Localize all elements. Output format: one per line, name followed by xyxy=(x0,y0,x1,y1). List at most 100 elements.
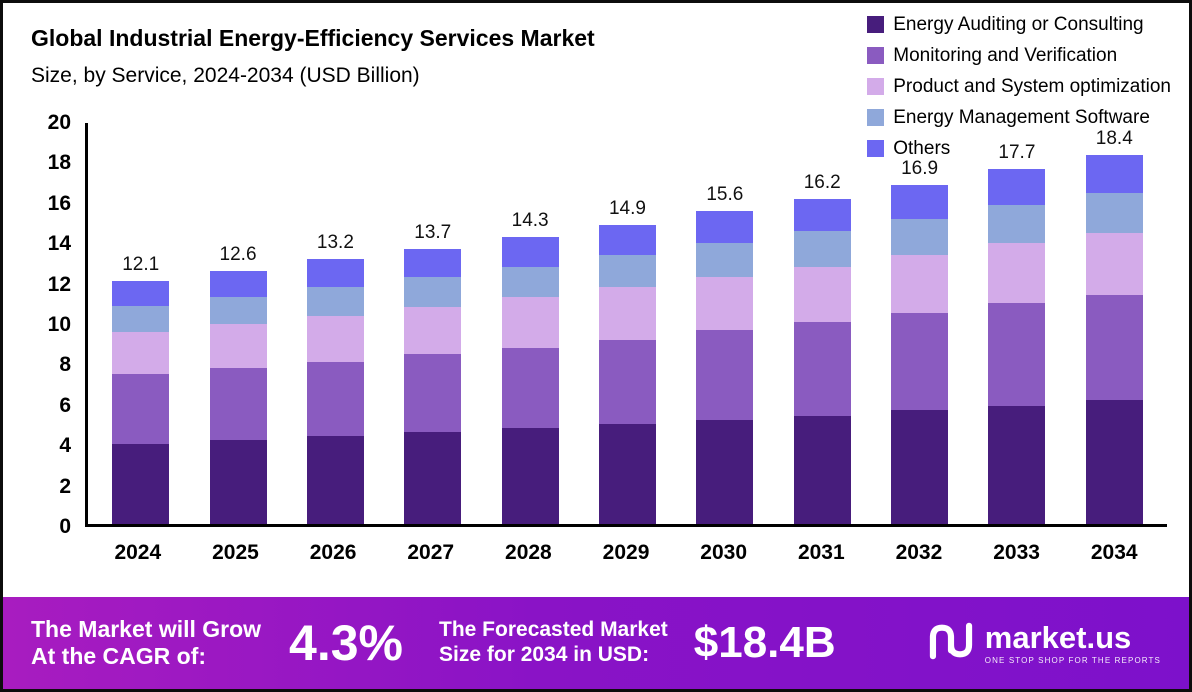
bar-segment xyxy=(1085,399,1143,524)
y-tick-label: 2 xyxy=(59,474,71,498)
bar-segment xyxy=(793,415,851,524)
brand-name: market.us xyxy=(984,619,1132,655)
stacked-bar xyxy=(988,169,1046,524)
forecast-label: The Forecasted Market Size for 2034 in U… xyxy=(439,618,668,668)
bar-segment xyxy=(988,169,1046,206)
x-tick-label: 2024 xyxy=(114,541,162,564)
x-tick-label: 2033 xyxy=(993,541,1040,564)
brand-tagline: ONE STOP SHOP FOR THE REPORTS xyxy=(984,655,1161,665)
bar-segment xyxy=(696,329,754,420)
bar-segment xyxy=(209,323,267,368)
x-tick-label: 2034 xyxy=(1090,541,1138,564)
stacked-bar xyxy=(1085,155,1143,524)
bar-segment xyxy=(696,277,754,330)
bar-segment xyxy=(306,435,364,524)
bar-segment xyxy=(501,427,559,524)
legend-label: Product and System optimization xyxy=(893,75,1171,97)
bar-segment xyxy=(793,267,851,322)
bar-column: 12.6 xyxy=(189,123,286,524)
bar-column: 14.3 xyxy=(481,123,578,524)
x-tick-label: 2030 xyxy=(700,541,748,564)
y-tick-label: 10 xyxy=(47,313,71,336)
cagr-value: 4.3% xyxy=(289,615,404,671)
marketus-logo-icon xyxy=(928,622,974,665)
bar-segment xyxy=(209,271,267,298)
legend-item: Energy Management Software xyxy=(867,104,1171,131)
legend-swatch xyxy=(867,78,885,95)
stacked-bar xyxy=(112,281,170,524)
bar-column: 16.9 xyxy=(871,123,968,524)
cagr-label-line2: At the CAGR of: xyxy=(31,643,207,669)
legend-item: Product and System optimization xyxy=(867,73,1171,100)
y-tick-label: 18 xyxy=(47,151,71,175)
bar-segment xyxy=(306,287,364,316)
stacked-bar xyxy=(209,271,267,524)
x-tick-label: 2032 xyxy=(895,541,943,564)
bar-total-label: 12.1 xyxy=(122,254,160,276)
bar-segment xyxy=(404,277,462,308)
bar-segment xyxy=(404,249,462,278)
bar-segment xyxy=(696,419,754,524)
legend-swatch xyxy=(867,16,885,33)
chart-title: Global Industrial Energy-Efficiency Serv… xyxy=(31,25,595,51)
bar-segment xyxy=(209,367,267,440)
y-tick-label: 16 xyxy=(47,191,71,215)
bar-segment xyxy=(306,259,364,288)
chart-subtitle: Size, by Service, 2024-2034 (USD Billion… xyxy=(31,64,420,87)
y-tick-label: 12 xyxy=(47,272,71,296)
bar-segment xyxy=(598,255,656,288)
bar-segment xyxy=(306,315,364,362)
brand-text: market.us ONE STOP SHOP FOR THE REPORTS xyxy=(985,622,1161,665)
bar-total-label: 15.6 xyxy=(706,184,744,206)
x-tick-label: 2025 xyxy=(212,541,259,564)
bar-segment xyxy=(793,231,851,268)
legend-item: Monitoring and Verification xyxy=(867,42,1171,69)
legend-label: Energy Auditing or Consulting xyxy=(893,13,1144,35)
bar-segment xyxy=(598,287,656,340)
legend-swatch xyxy=(867,109,885,126)
x-axis-labels: 2024 2025 2026 2027 2028 2029 2030 2031 2032 2033… xyxy=(85,541,1167,565)
bar-segment xyxy=(1085,155,1143,194)
bar-column: 18.4 xyxy=(1066,123,1163,524)
legend-label: Energy Management Software xyxy=(893,106,1150,128)
bar-segment xyxy=(793,321,851,416)
bar-column: 17.7 xyxy=(968,123,1065,524)
legend-swatch xyxy=(867,140,885,157)
y-tick-label: 4 xyxy=(59,434,71,458)
bar-total-label: 12.6 xyxy=(219,244,257,266)
legend-swatch xyxy=(867,47,885,64)
bar-segment xyxy=(793,199,851,232)
legend: Energy Auditing or Consulting Monitoring … xyxy=(867,11,1171,162)
bar-segment xyxy=(891,255,949,314)
bar-total-label: 16.9 xyxy=(901,158,939,180)
x-tick-label: 2031 xyxy=(797,541,845,564)
y-tick-label: 6 xyxy=(59,393,71,417)
bar-column: 14.9 xyxy=(579,123,676,524)
bar-segment xyxy=(1085,295,1143,400)
bar-segment xyxy=(112,443,170,524)
y-axis-labels: 0 2 4 6 8 10 12 14 16 18 20 xyxy=(29,111,85,538)
bar-segment xyxy=(501,347,559,428)
y-tick-label: 20 xyxy=(47,111,71,134)
bar-segment xyxy=(696,243,754,278)
bar-segment xyxy=(501,297,559,348)
bar-segment xyxy=(598,225,656,256)
bar-total-label: 16.2 xyxy=(803,172,841,194)
bar-segment xyxy=(112,305,170,332)
bar-total-label: 14.3 xyxy=(511,210,549,232)
chart-header: Global Industrial Energy-Efficiency Serv… xyxy=(31,25,595,88)
x-tick-label: 2029 xyxy=(602,541,650,564)
x-tick-label: 2026 xyxy=(309,541,357,564)
forecast-value: $18.4B xyxy=(693,618,836,667)
y-tick-label: 8 xyxy=(59,353,71,377)
bar-segment xyxy=(988,205,1046,244)
bar-column: 12.1 xyxy=(92,123,189,524)
brand-logo: market.us ONE STOP SHOP FOR THE REPORTS xyxy=(928,622,1161,665)
bar-total-label: 14.9 xyxy=(608,198,646,220)
bar-segment xyxy=(501,267,559,298)
bar-column: 13.2 xyxy=(287,123,384,524)
bar-segment xyxy=(209,297,267,324)
bar-segment xyxy=(891,409,949,524)
bar-total-label: 13.2 xyxy=(316,232,354,254)
